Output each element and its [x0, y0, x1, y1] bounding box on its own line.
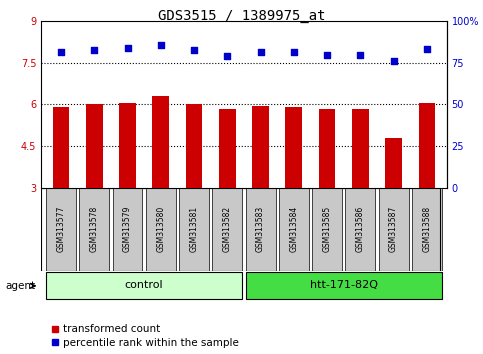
- Point: [323, 52, 331, 57]
- Point: [356, 52, 364, 57]
- Bar: [213, 188, 242, 271]
- Text: GSM313588: GSM313588: [422, 206, 431, 252]
- Bar: [285, 107, 302, 188]
- Bar: [146, 188, 176, 271]
- Legend: transformed count, percentile rank within the sample: transformed count, percentile rank withi…: [46, 320, 243, 352]
- Text: GSM313583: GSM313583: [256, 206, 265, 252]
- Bar: [412, 188, 442, 271]
- Point: [390, 59, 398, 64]
- Text: htt-171-82Q: htt-171-82Q: [310, 280, 378, 290]
- Text: GSM313578: GSM313578: [90, 206, 99, 252]
- Text: agent: agent: [6, 281, 36, 291]
- Bar: [86, 104, 102, 188]
- Text: GSM313579: GSM313579: [123, 206, 132, 252]
- Point: [190, 47, 198, 53]
- Bar: [252, 106, 269, 188]
- Text: GSM313586: GSM313586: [356, 206, 365, 252]
- Text: control: control: [125, 280, 163, 290]
- Point: [90, 47, 98, 53]
- Bar: [179, 188, 209, 271]
- Bar: [312, 188, 342, 271]
- Point: [423, 46, 431, 52]
- Point: [256, 49, 264, 55]
- Point: [124, 45, 131, 50]
- Bar: [113, 188, 142, 271]
- Text: GSM313582: GSM313582: [223, 206, 232, 252]
- Bar: [46, 272, 242, 299]
- Bar: [186, 104, 202, 188]
- Bar: [352, 109, 369, 188]
- Text: GSM313587: GSM313587: [389, 206, 398, 252]
- Bar: [319, 109, 335, 188]
- Bar: [245, 272, 442, 299]
- Text: GDS3515 / 1389975_at: GDS3515 / 1389975_at: [158, 9, 325, 23]
- Bar: [119, 103, 136, 188]
- Bar: [219, 109, 236, 188]
- Text: GSM313585: GSM313585: [323, 206, 331, 252]
- Bar: [418, 103, 435, 188]
- Point: [157, 42, 165, 48]
- Bar: [379, 188, 409, 271]
- Text: GSM313580: GSM313580: [156, 206, 165, 252]
- Bar: [53, 107, 70, 188]
- Bar: [46, 188, 76, 271]
- Bar: [345, 188, 375, 271]
- Text: GSM313581: GSM313581: [189, 206, 199, 252]
- Bar: [385, 138, 402, 188]
- Text: GSM313584: GSM313584: [289, 206, 298, 252]
- Bar: [79, 188, 109, 271]
- Bar: [153, 96, 169, 188]
- Bar: [245, 188, 275, 271]
- Point: [224, 53, 231, 59]
- Bar: [279, 188, 309, 271]
- Point: [57, 49, 65, 55]
- Point: [290, 49, 298, 55]
- Text: GSM313577: GSM313577: [57, 206, 66, 252]
